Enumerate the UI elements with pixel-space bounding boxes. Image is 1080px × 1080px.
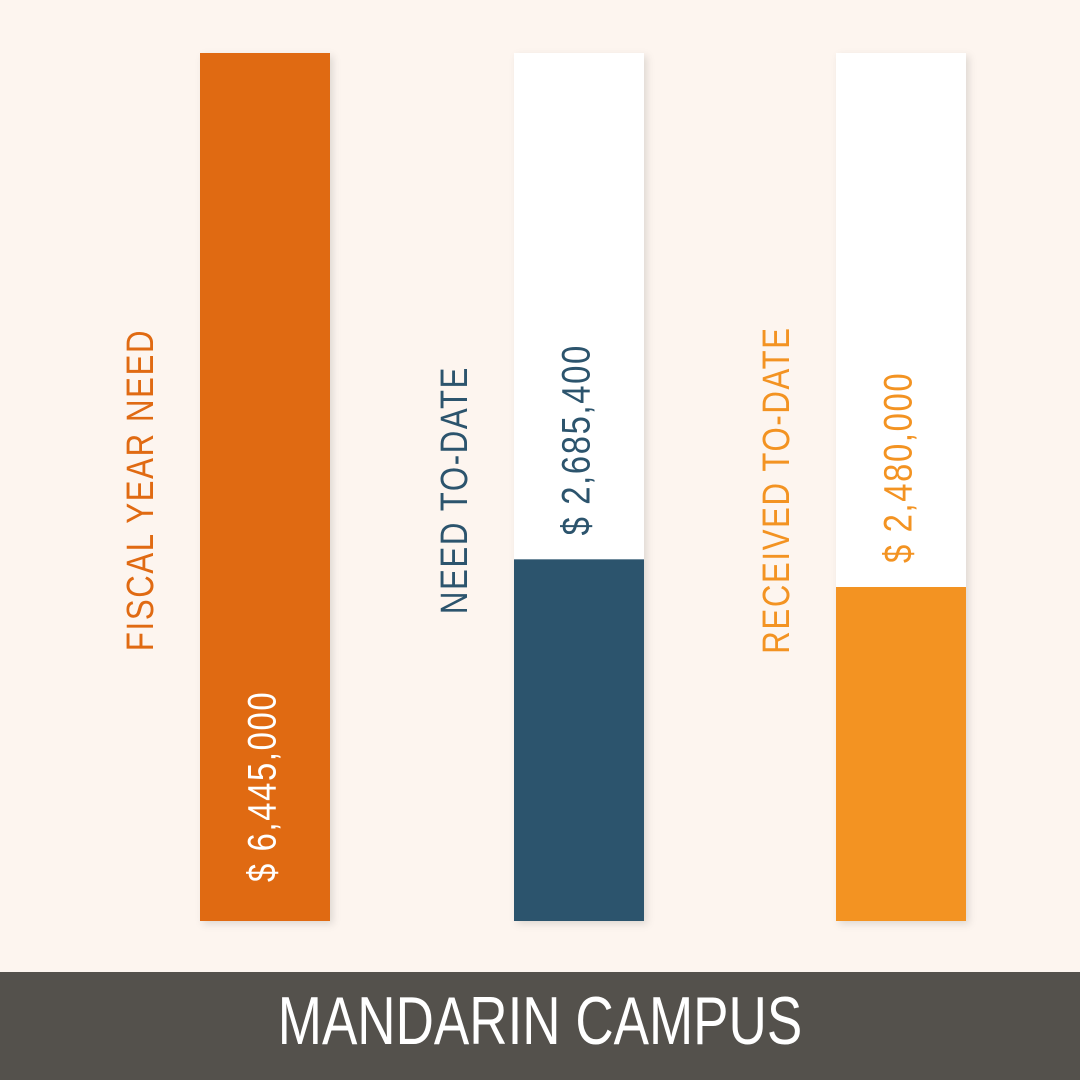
value-label: $ 6,445,000 bbox=[239, 691, 284, 882]
bar bbox=[200, 53, 330, 921]
bar bbox=[514, 559, 644, 921]
footer-band bbox=[0, 972, 1080, 1080]
category-label: NEED TO-DATE bbox=[434, 366, 476, 614]
chart-title: MANDARIN CAMPUS bbox=[278, 983, 802, 1059]
bar bbox=[836, 586, 966, 921]
category-label: RECEIVED TO-DATE bbox=[756, 326, 798, 653]
category-label: FISCAL YEAR NEED bbox=[120, 329, 162, 651]
value-label: $ 2,685,400 bbox=[553, 344, 598, 535]
value-label: $ 2,480,000 bbox=[875, 372, 920, 563]
